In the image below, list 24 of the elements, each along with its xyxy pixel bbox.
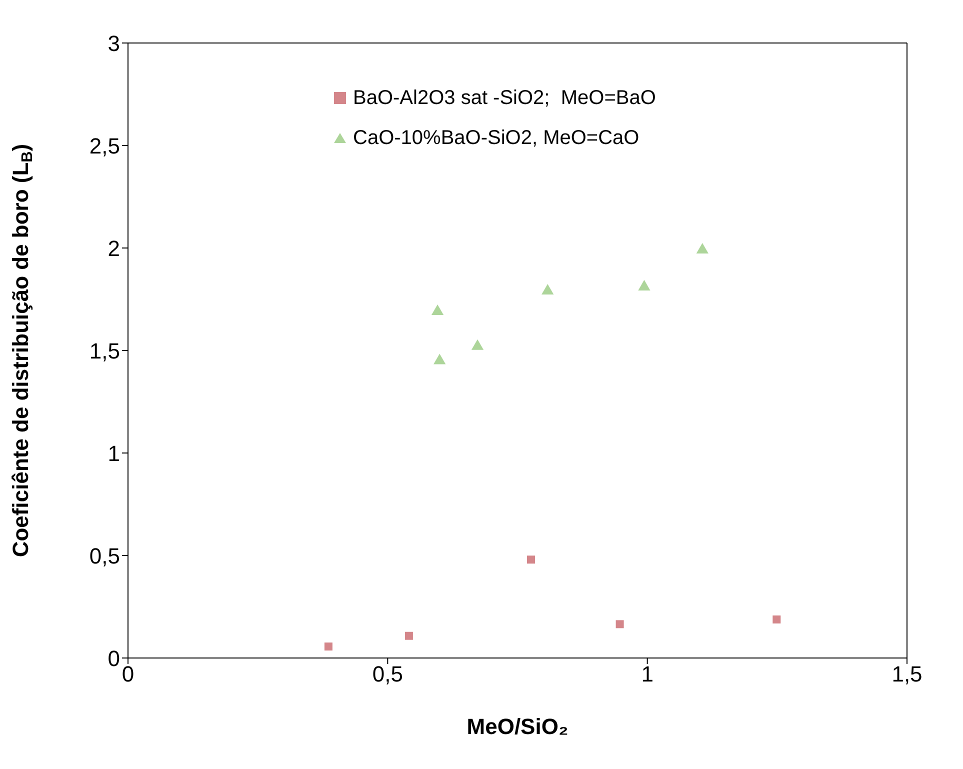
- legend-label: CaO-10%BaO-SiO2, MeO=CaO: [353, 126, 640, 151]
- point: [638, 280, 650, 290]
- point: [434, 354, 446, 364]
- legend-label: BaO-Al2O3 sat -SiO2; MeO=BaO: [353, 86, 656, 111]
- point: [404, 632, 413, 640]
- y-tick-label: 3: [108, 30, 120, 56]
- point: [542, 284, 554, 295]
- x-tick-label: 1: [641, 662, 654, 687]
- point: [431, 304, 444, 316]
- point: [527, 556, 536, 564]
- y-tick-label: 1: [108, 440, 120, 466]
- point: [696, 243, 708, 254]
- point: [772, 615, 781, 624]
- x-tick-label: 1,5: [892, 662, 922, 687]
- y-tick-label: 2: [108, 236, 120, 261]
- y-tick-label: 0,5: [89, 543, 120, 568]
- point: [471, 339, 484, 350]
- y-tick-label: 1,5: [89, 338, 120, 364]
- x-axis-title: MeO/SiO₂: [466, 714, 568, 739]
- y-tick-label: 2,5: [89, 133, 120, 158]
- point: [616, 620, 624, 628]
- y-tick-label: 0: [108, 646, 120, 671]
- point: [324, 642, 332, 651]
- x-tick-label: 0,5: [372, 662, 403, 687]
